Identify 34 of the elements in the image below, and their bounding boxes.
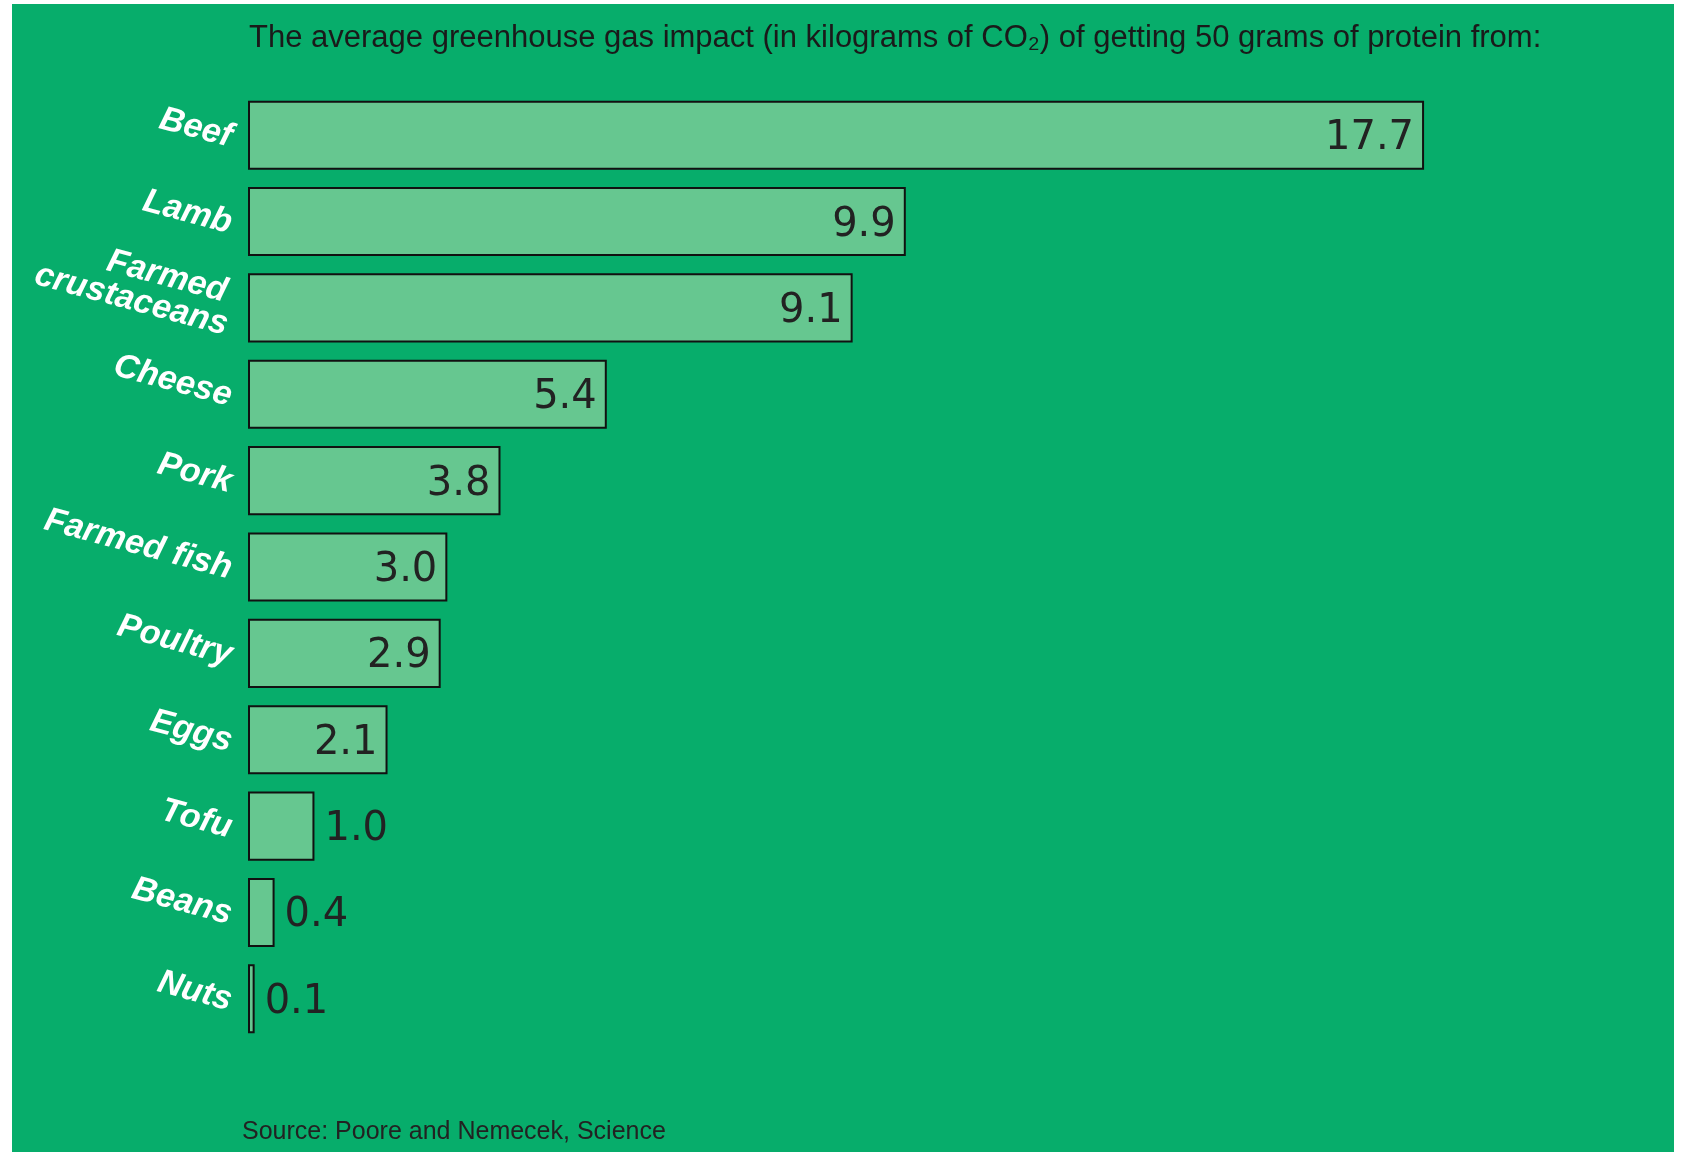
y-tick-label: Eggs [146, 699, 237, 759]
bar [248, 532, 448, 602]
bar [248, 877, 275, 947]
data-label: 9.1 [779, 284, 843, 331]
bar [248, 100, 1425, 170]
y-tick-label: Tofu [157, 789, 238, 845]
bar [248, 705, 388, 775]
data-label: 2.1 [313, 716, 378, 763]
y-tick-label: Cheese [110, 344, 237, 413]
data-label: 5.4 [533, 371, 597, 418]
bar [248, 359, 607, 429]
y-tick-label: Beef [155, 97, 241, 155]
y-tick-label: Farmed fish [40, 498, 237, 586]
data-label: 0.4 [284, 889, 349, 936]
data-label: 17.7 [1325, 112, 1415, 159]
bar [248, 964, 255, 1034]
bar [248, 791, 315, 861]
y-tick-label: Nuts [154, 960, 237, 1018]
data-label: 2.9 [367, 630, 431, 677]
bar [248, 187, 906, 257]
y-tick-label: Beans [128, 867, 237, 931]
y-tick-label: Poultry [113, 604, 239, 673]
data-label: 0.1 [264, 975, 329, 1022]
data-label: 9.9 [832, 198, 896, 245]
y-tick-label: Lamb [139, 179, 237, 240]
data-label: 1.0 [324, 803, 389, 850]
bar [248, 446, 501, 516]
bar [248, 618, 441, 688]
chart-title: The average greenhouse gas impact (in kilograms of CO₂) of getting 50 grams of protein from: [249, 19, 1542, 54]
source-note: Source: Poore and Nemecek, Science [242, 1115, 666, 1144]
data-label: 3.0 [373, 544, 438, 590]
data-label: 3.8 [426, 457, 491, 504]
y-tick-label: Pork [154, 442, 239, 500]
bar [248, 273, 853, 343]
